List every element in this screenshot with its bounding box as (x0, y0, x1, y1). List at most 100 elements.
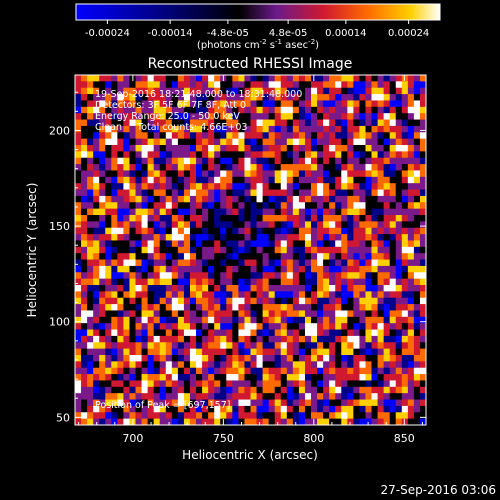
heatmap-cell (111, 208, 118, 216)
heatmap-cell (419, 208, 427, 216)
heatmap-cell (335, 355, 342, 362)
heatmap-cell (105, 145, 112, 152)
heatmap-cell (292, 195, 300, 203)
heatmap-cell (389, 221, 397, 229)
heatmap-cell (165, 138, 173, 146)
heatmap-cell (105, 176, 112, 184)
heatmap-cell (371, 151, 378, 159)
heatmap-cell (189, 138, 197, 146)
heatmap-cell (317, 291, 324, 299)
heatmap-cell (401, 285, 409, 292)
heatmap-cell (99, 215, 106, 222)
heatmap-cell (202, 176, 209, 184)
heatmap-cell (244, 361, 251, 369)
heatmap-cell (214, 291, 221, 299)
heatmap-cell (171, 227, 179, 235)
heatmap-cell (311, 265, 318, 273)
heatmap-cell (419, 285, 427, 292)
heatmap-cell (153, 195, 161, 203)
heatmap-cell (87, 265, 94, 273)
heatmap-cell (238, 386, 245, 394)
heatmap-cell (147, 304, 155, 311)
heatmap-cell (196, 291, 203, 299)
heatmap-cell (341, 75, 348, 82)
heatmap-cell (189, 329, 197, 337)
heatmap-cell (81, 272, 88, 280)
heatmap-cell (268, 348, 276, 356)
heatmap-cell (99, 342, 106, 350)
heatmap-cell (214, 380, 221, 388)
heatmap-cell (359, 253, 366, 260)
heatmap-cell (359, 310, 366, 318)
heatmap-cell (87, 367, 94, 375)
heatmap-cell (395, 367, 403, 375)
heatmap-cell (208, 399, 215, 407)
heatmap-cell (105, 329, 112, 337)
heatmap-cell (99, 265, 106, 273)
heatmap-cell (141, 278, 149, 286)
heatmap-cell (298, 164, 306, 171)
heatmap-cell (419, 380, 427, 388)
heatmap-cell (135, 393, 142, 400)
heatmap-cell (232, 418, 239, 426)
heatmap-cell (226, 189, 233, 197)
heatmap-cell (153, 132, 161, 140)
heatmap-cell (129, 285, 136, 292)
heatmap-cell (238, 227, 245, 235)
heatmap-cell (159, 405, 167, 413)
heatmap-cell (371, 418, 378, 426)
heatmap-cell (177, 367, 185, 375)
heatmap-cell (87, 399, 94, 407)
heatmap-cell (232, 202, 239, 210)
heatmap-cell (407, 202, 415, 210)
heatmap-cell (250, 106, 257, 114)
heatmap-cell (419, 81, 427, 89)
heatmap-cell (298, 405, 306, 413)
heatmap-cell (323, 291, 330, 299)
heatmap-cell (329, 259, 336, 267)
heatmap-cell (365, 195, 372, 203)
heatmap-cell (196, 272, 203, 280)
heatmap-cell (189, 393, 197, 400)
heatmap-cell (93, 399, 100, 407)
heatmap-cell (238, 119, 245, 127)
heatmap-cell (208, 265, 215, 273)
heatmap-cell (117, 125, 124, 133)
heatmap-cell (117, 215, 124, 222)
heatmap-cell (335, 195, 342, 203)
heatmap-cell (202, 393, 209, 400)
heatmap-cell (238, 272, 245, 280)
heatmap-cell (111, 106, 118, 114)
heatmap-cell (196, 208, 203, 216)
heatmap-cell (407, 386, 415, 394)
heatmap-cell (177, 145, 185, 152)
heatmap-cell (377, 265, 385, 273)
heatmap-cell (232, 151, 239, 159)
heatmap-cell (262, 106, 270, 114)
heatmap-cell (317, 374, 324, 381)
heatmap-cell (220, 87, 227, 95)
heatmap-cell (129, 316, 136, 324)
heatmap-cell (105, 405, 112, 413)
heatmap-cell (371, 176, 378, 184)
heatmap-cell (298, 176, 306, 184)
heatmap-cell (238, 304, 245, 311)
heatmap-cell (377, 361, 385, 369)
heatmap-cell (111, 240, 118, 248)
heatmap-cell (371, 361, 378, 369)
heatmap-cell (329, 221, 336, 229)
heatmap-cell (111, 335, 118, 343)
heatmap-cell (171, 316, 179, 324)
heatmap-cell (117, 145, 124, 152)
heatmap-cell (274, 272, 282, 280)
heatmap-cell (298, 183, 306, 190)
heatmap-cell (280, 265, 288, 273)
heatmap-cell (377, 132, 385, 140)
heatmap-cell (389, 329, 397, 337)
heatmap-cell (232, 259, 239, 267)
heatmap-cell (129, 202, 136, 210)
heatmap-cell (87, 259, 94, 267)
heatmap-cell (232, 106, 239, 114)
heatmap-cell (298, 81, 306, 89)
heatmap-cell (75, 227, 82, 235)
